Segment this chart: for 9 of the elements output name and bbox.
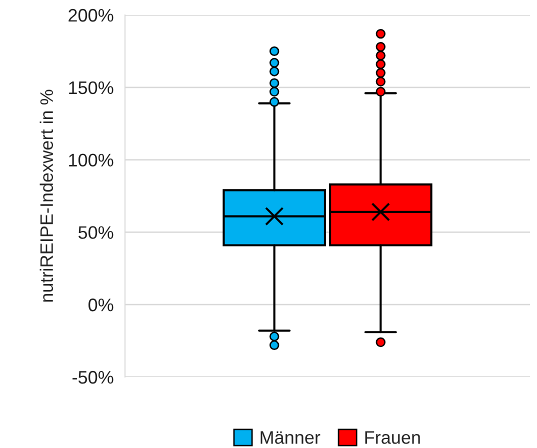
y-tick-label: -50% bbox=[72, 370, 114, 384]
y-axis-title: nutriREIPE-Indexwert in % bbox=[40, 90, 54, 302]
legend-label: Frauen bbox=[365, 431, 420, 444]
y-tick-label: 100% bbox=[69, 154, 114, 167]
y-tick-label: 150% bbox=[69, 81, 114, 94]
y-tick-label: 200% bbox=[68, 8, 114, 22]
legend-label: Männer bbox=[260, 431, 320, 444]
y-tick-label: 0% bbox=[88, 298, 114, 312]
y-tick-label: 50% bbox=[78, 226, 114, 239]
